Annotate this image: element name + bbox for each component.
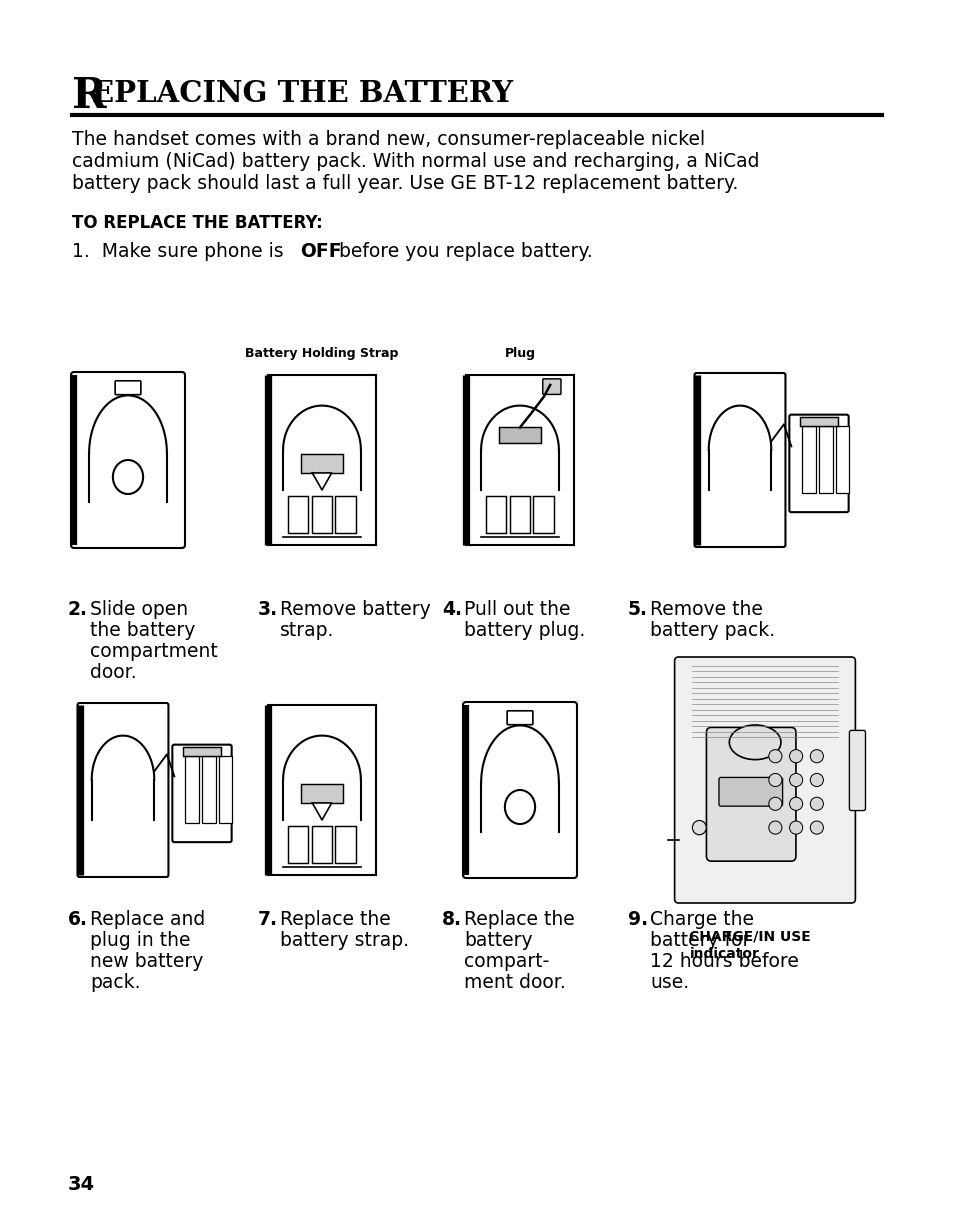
Bar <box>801 426 816 493</box>
Bar <box>182 747 221 756</box>
FancyBboxPatch shape <box>115 380 141 395</box>
Circle shape <box>809 750 822 763</box>
Bar <box>301 784 342 803</box>
Bar <box>799 417 838 426</box>
Text: 2.: 2. <box>68 600 88 618</box>
Circle shape <box>809 821 822 835</box>
Text: battery: battery <box>463 931 532 950</box>
Text: 4.: 4. <box>441 600 461 618</box>
Text: before you replace battery.: before you replace battery. <box>333 242 592 261</box>
FancyBboxPatch shape <box>542 379 560 395</box>
Text: Replace and: Replace and <box>90 910 205 929</box>
Text: Replace the: Replace the <box>463 910 574 929</box>
Bar <box>485 496 506 533</box>
Text: Remove the: Remove the <box>649 600 762 618</box>
Polygon shape <box>312 473 332 490</box>
FancyBboxPatch shape <box>172 745 232 842</box>
Text: Battery Holding Strap: Battery Holding Strap <box>245 347 398 360</box>
Bar <box>818 426 832 493</box>
Text: battery for: battery for <box>649 931 750 950</box>
Text: Pull out the: Pull out the <box>463 600 570 618</box>
Circle shape <box>768 797 781 810</box>
Text: Slide open: Slide open <box>90 600 188 618</box>
FancyBboxPatch shape <box>71 372 185 548</box>
Bar <box>288 496 308 533</box>
Circle shape <box>809 797 822 810</box>
Text: battery plug.: battery plug. <box>463 621 584 640</box>
Ellipse shape <box>728 725 781 759</box>
Bar <box>509 496 530 533</box>
Text: Plug: Plug <box>504 347 535 360</box>
FancyBboxPatch shape <box>77 703 169 877</box>
Text: R: R <box>71 75 107 117</box>
Circle shape <box>789 750 801 763</box>
Text: the battery: the battery <box>90 621 195 640</box>
Text: plug in the: plug in the <box>90 931 191 950</box>
Text: CHARGE/IN USE: CHARGE/IN USE <box>689 929 810 943</box>
Text: 5.: 5. <box>627 600 647 618</box>
Text: Charge the: Charge the <box>649 910 753 929</box>
Circle shape <box>768 750 781 763</box>
Text: EPLACING THE BATTERY: EPLACING THE BATTERY <box>91 79 513 108</box>
Bar <box>835 426 848 493</box>
FancyBboxPatch shape <box>719 778 781 807</box>
Bar <box>288 826 308 863</box>
Text: 3.: 3. <box>257 600 278 618</box>
Text: The handset comes with a brand new, consumer-replaceable nickel: The handset comes with a brand new, cons… <box>71 130 704 149</box>
Text: door.: door. <box>90 663 136 682</box>
Text: 7.: 7. <box>257 910 277 929</box>
Text: OFF: OFF <box>299 242 341 261</box>
FancyBboxPatch shape <box>848 730 864 810</box>
Bar <box>335 496 355 533</box>
Bar <box>533 496 554 533</box>
Text: Replace the: Replace the <box>280 910 391 929</box>
Ellipse shape <box>504 790 535 824</box>
FancyBboxPatch shape <box>705 728 795 861</box>
FancyBboxPatch shape <box>674 657 855 903</box>
Polygon shape <box>312 803 332 820</box>
FancyBboxPatch shape <box>788 414 848 513</box>
Text: compart-: compart- <box>463 953 549 971</box>
Bar <box>312 826 332 863</box>
Text: pack.: pack. <box>90 973 140 991</box>
Bar <box>185 756 199 824</box>
Text: battery pack.: battery pack. <box>649 621 774 640</box>
Text: new battery: new battery <box>90 953 203 971</box>
Text: 6.: 6. <box>68 910 88 929</box>
Text: battery strap.: battery strap. <box>280 931 409 950</box>
Circle shape <box>768 774 781 786</box>
Bar <box>218 756 233 824</box>
Text: ment door.: ment door. <box>463 973 565 991</box>
Text: indicator: indicator <box>689 948 759 961</box>
Ellipse shape <box>692 820 705 835</box>
Text: 8.: 8. <box>441 910 461 929</box>
Circle shape <box>809 774 822 786</box>
Bar <box>312 496 332 533</box>
Bar <box>301 454 342 473</box>
Text: Remove battery: Remove battery <box>280 600 431 618</box>
Bar <box>202 756 215 824</box>
Circle shape <box>768 821 781 835</box>
FancyBboxPatch shape <box>462 702 577 878</box>
FancyBboxPatch shape <box>694 373 784 547</box>
Text: 12 hours before: 12 hours before <box>649 953 798 971</box>
Circle shape <box>789 774 801 786</box>
Text: 1.  Make sure phone is: 1. Make sure phone is <box>71 242 290 261</box>
Text: 9.: 9. <box>627 910 647 929</box>
Text: cadmium (NiCad) battery pack. With normal use and recharging, a NiCad: cadmium (NiCad) battery pack. With norma… <box>71 152 759 171</box>
Text: use.: use. <box>649 973 688 991</box>
Ellipse shape <box>112 460 143 495</box>
Text: strap.: strap. <box>280 621 334 640</box>
Bar <box>335 826 355 863</box>
Text: TO REPLACE THE BATTERY:: TO REPLACE THE BATTERY: <box>71 214 322 232</box>
Circle shape <box>789 821 801 835</box>
Text: compartment: compartment <box>90 642 217 661</box>
Bar <box>499 428 540 442</box>
Circle shape <box>789 797 801 810</box>
FancyBboxPatch shape <box>507 711 533 724</box>
Text: battery pack should last a full year. Use GE BT-12 replacement battery.: battery pack should last a full year. Us… <box>71 174 738 193</box>
Text: 34: 34 <box>68 1175 95 1194</box>
